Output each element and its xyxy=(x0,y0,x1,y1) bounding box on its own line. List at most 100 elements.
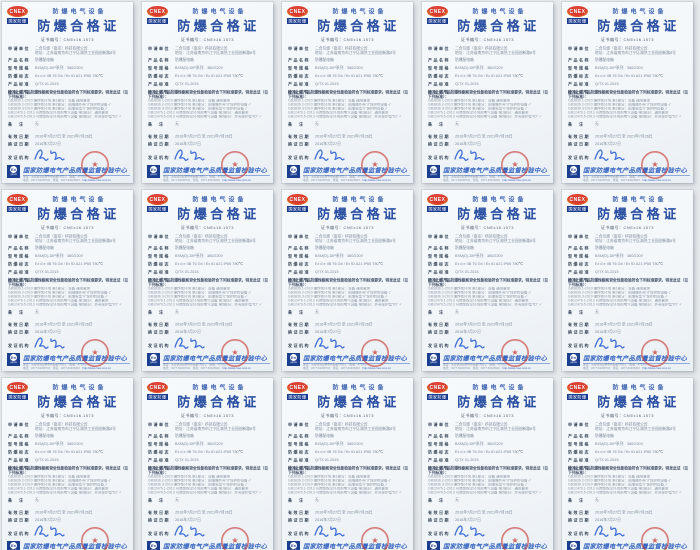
field-label: 产品名称 xyxy=(288,434,310,439)
standards-block: 经对上述产品防爆性能和安全性能检验符合下列标准要求，特发此证（见下列标准）： G… xyxy=(568,90,690,127)
certificate-thumbnail[interactable]: CNEX 国家防爆 防爆电气设备 防爆合格证 证书编号：CNEx16.1573 … xyxy=(2,378,133,550)
remarks-row: 备 注 无 xyxy=(288,498,410,504)
footer-url-link[interactable]: http://www.cnex.com.cn xyxy=(642,179,671,182)
standard-line: GB3836.2-2010 爆炸性环境 第2部分：由隔爆外壳"d"保护的设备 ✓ xyxy=(428,479,531,483)
footer-url-link[interactable]: http://www.cnex.com.cn xyxy=(82,179,111,182)
footer-url-link[interactable]: http://www.cnex.com.cn xyxy=(82,367,111,370)
field-test-report: 检验报告 2016.01.25 xyxy=(148,278,269,284)
certificate-thumbnail[interactable]: CNEX 国家防爆 防爆电气设备 防爆合格证 证书编号：CNEx16.1573 … xyxy=(142,378,273,550)
field-applicant: 申请单位 二合互感（南京）科技有限公司 地址：江苏省南京市江宁区湖熟工业园创新路… xyxy=(8,422,129,431)
field-model: 型号规格 BXM(D)-DIP系列 380/220V xyxy=(568,442,689,448)
footer-url-link[interactable]: http://www.cnex.com.cn xyxy=(362,367,391,370)
inspection-center-name: 国家防爆电气产品质量监督检验中心 xyxy=(583,541,690,550)
footer-url-link[interactable]: http://www.cnex.com.cn xyxy=(502,367,531,370)
footer-text: 国家防爆电气产品质量监督检验中心 地址：河南省南阳市中州西路1482号 邮编：4… xyxy=(23,541,130,550)
issuer-label: 发证机构 xyxy=(568,155,590,161)
footer-url-link[interactable]: http://www.cnex.com.cn xyxy=(502,179,531,182)
certificate-fields: 申请单位 二合互感（南京）科技有限公司 地址：江苏省南京市江宁区湖熟工业园创新路… xyxy=(8,234,129,286)
certificate-thumbnail[interactable]: CNEX 国家防爆 防爆电气设备 防爆合格证 证书编号：CNEx16.1573 … xyxy=(562,190,693,371)
valid-date-row: 有效日期 2016年7月27日 至 2021年7月26日 xyxy=(288,510,409,516)
standard-line: GB12476.5-2013 可燃性粉尘环境用电气设备 第5部分：外壳保护型"t… xyxy=(8,115,122,119)
field-model: 型号规格 BXM(D)-DIP系列 380/220V xyxy=(288,66,409,72)
field-label: 产品名称 xyxy=(288,58,310,63)
field-value: BXM(D)-DIP系列 380/220V xyxy=(175,253,224,259)
field-value: Q/TX 01-2015 xyxy=(315,457,339,463)
stamp-star-icon: ★ xyxy=(371,536,379,545)
certificate-thumbnail[interactable]: CNEX 国家防爆 防爆电气设备 防爆合格证 证书编号：CNEx16.1573 … xyxy=(422,2,553,183)
valid-date-value: 2016年7月27日 至 2021年7月26日 xyxy=(595,134,653,139)
certificate-fields: 申请单位 二合互感（南京）科技有限公司 地址：江苏省南京市江宁区湖熟工业园创新路… xyxy=(8,422,129,474)
field-value: BXM(D)-DIP系列 380/220V xyxy=(595,441,644,447)
valid-date-row: 有效日期 2016年7月27日 至 2021年7月26日 xyxy=(8,510,129,516)
valid-date-value: 2016年7月27日 至 2021年7月26日 xyxy=(455,510,513,515)
standard-line: GB3836.2-2010 爆炸性环境 第2部分：由隔爆外壳"d"保护的设备 ✓ xyxy=(428,291,531,295)
footer-url-link[interactable]: http://www.cnex.com.cn xyxy=(222,179,251,182)
field-model: 型号规格 BXM(D)-DIP系列 380/220V xyxy=(428,442,549,448)
field-value: Ex d e IIB T6 Gb / Ex tD A21 IP65 T80℃ xyxy=(455,261,523,267)
inspection-center-name: 国家防爆电气产品质量监督检验中心 xyxy=(443,353,550,364)
field-product-name: 产品名称 防爆配电箱 xyxy=(428,58,549,64)
certificate-thumbnail[interactable]: CNEX 国家防爆 防爆电气设备 防爆合格证 证书编号：CNEx16.1573 … xyxy=(142,190,273,371)
renew-date-value: 2016年7月27日 xyxy=(175,141,201,147)
footer-text: 国家防爆电气产品质量监督检验中心 地址：河南省南阳市中州西路1482号 邮编：4… xyxy=(163,353,270,371)
cnex-logo-oval-icon: CNEX xyxy=(287,6,308,17)
certificate-thumbnail[interactable]: CNEX 国家防爆 防爆电气设备 防爆合格证 证书编号：CNEx16.1573 … xyxy=(142,2,273,183)
field-label: 申请单位 xyxy=(148,46,170,52)
standards-intro: 经对上述产品防爆性能和安全性能检验符合下列标准要求，特发此证（见下列标准）： xyxy=(148,278,268,287)
ex-mark-logo: Ex 国家防爆 xyxy=(147,353,160,366)
applicant-name: 二合互感（南京）科技有限公司 xyxy=(35,422,88,427)
renew-date-row: 换证日期 2016年7月27日 xyxy=(288,142,409,148)
dates-block: 有效日期 2016年7月27日 至 2021年7月26日 换证日期 2016年7… xyxy=(148,322,269,337)
certificate-thumbnail[interactable]: CNEX 国家防爆 防爆电气设备 防爆合格证 证书编号：CNEx16.1573 … xyxy=(422,378,553,550)
field-value: 二合互感（南京）科技有限公司 地址：江苏省南京市江宁区湖熟工业园创新路8号 xyxy=(595,46,676,55)
footer-url-link[interactable]: http://www.cnex.com.cn xyxy=(222,367,251,370)
renew-date-row: 换证日期 2016年7月27日 xyxy=(428,330,549,336)
field-label: 产品标准 xyxy=(428,82,450,87)
certificate-number: 证书编号：CNEx16.1573 xyxy=(461,37,514,43)
field-value: Q/TX 01-2015 xyxy=(595,457,619,463)
inspection-center-name: 国家防爆电气产品质量监督检验中心 xyxy=(303,541,410,550)
renew-date-label: 换证日期 xyxy=(288,142,310,147)
remarks-row: 备 注 无 xyxy=(428,122,550,128)
field-product-name: 产品名称 防爆配电箱 xyxy=(568,58,689,64)
ex-mark-icon: Ex xyxy=(290,166,297,173)
certificate-thumbnail[interactable]: CNEX 国家防爆 防爆电气设备 防爆合格证 证书编号：CNEx16.1573 … xyxy=(562,2,693,183)
certificate-thumbnail[interactable]: CNEX 国家防爆 防爆电气设备 防爆合格证 证书编号：CNEx16.1573 … xyxy=(2,2,133,183)
certificate-footer: Ex 国家防爆 国家防爆电气产品质量监督检验中心 地址：河南省南阳市中州西路14… xyxy=(427,165,550,183)
applicant-address: 地址：江苏省南京市江宁区湖熟工业园创新路8号 xyxy=(455,238,536,244)
issuer-signature xyxy=(594,525,625,537)
cnex-logo-subtitle: 国家防爆 xyxy=(147,206,168,212)
footer-contact-line: 电话：0377-63239734 传真：0377-63226823 http:/… xyxy=(163,367,259,370)
field-standard: 产品标准 Q/TX 01-2015 xyxy=(148,270,269,276)
cnex-logo-oval-icon: CNEX xyxy=(147,382,168,393)
certificate-thumbnail[interactable]: CNEX 国家防爆 防爆电气设备 防爆合格证 证书编号：CNEx16.1573 … xyxy=(562,378,693,550)
remarks-row: 备 注 无 xyxy=(288,122,410,128)
certificate-thumbnail[interactable]: CNEX 国家防爆 防爆电气设备 防爆合格证 证书编号：CNEx16.1573 … xyxy=(282,190,413,371)
ex-mark-logo: Ex 国家防爆 xyxy=(287,353,300,366)
remarks-value: 无 xyxy=(175,121,179,127)
remarks-row: 备 注 无 xyxy=(428,310,550,316)
certificate-thumbnail[interactable]: CNEX 国家防爆 防爆电气设备 防爆合格证 证书编号：CNEx16.1573 … xyxy=(282,378,413,550)
remarks-row: 备 注 无 xyxy=(288,310,410,316)
footer-address-line: 地址：河南省南阳市中州西路1482号 邮编：473008 xyxy=(583,363,647,367)
certificate-thumbnail[interactable]: CNEX 国家防爆 防爆电气设备 防爆合格证 证书编号：CNEx16.1573 … xyxy=(2,190,133,371)
field-value: 防爆配电箱 xyxy=(315,57,334,63)
standards-intro: 经对上述产品防爆性能和安全性能检验符合下列标准要求，特发此证（见下列标准）： xyxy=(568,466,688,475)
certificate-number: 证书编号：CNEx16.1573 xyxy=(321,225,374,231)
field-ex-marking: 防爆标志 Ex d e IIB T6 Gb / Ex tD A21 IP65 T… xyxy=(148,74,269,80)
footer-url-link[interactable]: http://www.cnex.com.cn xyxy=(642,367,671,370)
footer-url-link[interactable]: http://www.cnex.com.cn xyxy=(362,179,391,182)
certificate-thumbnail[interactable]: CNEX 国家防爆 防爆电气设备 防爆合格证 证书编号：CNEx16.1573 … xyxy=(422,190,553,371)
certificate-thumbnail[interactable]: CNEX 国家防爆 防爆电气设备 防爆合格证 证书编号：CNEx16.1573 … xyxy=(282,2,413,183)
certificate: CNEX 国家防爆 防爆电气设备 防爆合格证 证书编号：CNEx16.1573 … xyxy=(282,2,413,183)
standard-line: GB12476.1-2013 可燃性粉尘环境用电气设备 第1部分：通用要求 xyxy=(568,111,669,115)
certificate: CNEX 国家防爆 防爆电气设备 防爆合格证 证书编号：CNEx16.1573 … xyxy=(562,378,693,550)
field-standard: 产品标准 Q/TX 01-2015 xyxy=(428,458,549,464)
ex-mark-icon: Ex xyxy=(10,166,17,173)
ex-mark-icon: Ex xyxy=(150,166,157,173)
field-label: 防爆标志 xyxy=(428,450,450,455)
field-value: 防爆配电箱 xyxy=(455,245,474,251)
certificate-fields: 申请单位 二合互感（南京）科技有限公司 地址：江苏省南京市江宁区湖熟工业园创新路… xyxy=(568,422,689,474)
field-label: 产品名称 xyxy=(148,58,170,63)
cnex-logo-oval-icon: CNEX xyxy=(287,194,308,205)
